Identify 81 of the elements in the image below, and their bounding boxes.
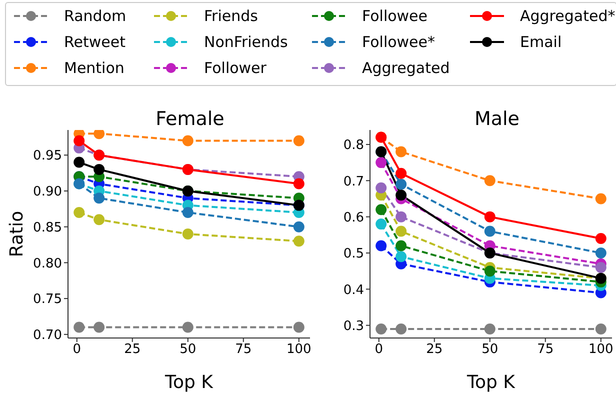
legend-label: Mention: [64, 59, 124, 77]
legend-label: Followee*: [362, 33, 436, 51]
point: [396, 168, 407, 179]
point: [293, 221, 304, 232]
y-tick-label: 0.75: [33, 292, 62, 308]
y-tick-label: 0.4: [343, 282, 364, 298]
x-tick-label: 100: [588, 342, 614, 358]
point: [396, 251, 407, 262]
x-tick-label: 25: [124, 342, 141, 358]
legend-label: Retweet: [64, 33, 126, 51]
point: [74, 206, 85, 218]
point: [94, 214, 105, 226]
x-tick-label: 50: [180, 342, 196, 358]
point: [182, 322, 194, 333]
point: [595, 262, 606, 273]
x-tick-label: 0: [72, 342, 82, 358]
y-tick-label: 0.5: [343, 246, 364, 262]
point: [396, 240, 407, 252]
legend-label: Random: [64, 7, 126, 25]
point: [595, 247, 606, 258]
point: [595, 323, 606, 334]
point: [595, 233, 606, 244]
point: [396, 146, 407, 158]
point: [94, 130, 105, 140]
legend-label: Email: [520, 33, 562, 51]
x-tick-label: 0: [374, 342, 384, 358]
point: [396, 190, 407, 201]
point: [376, 204, 387, 216]
point: [94, 322, 105, 333]
x-tick-label: 50: [482, 342, 498, 358]
point: [182, 228, 194, 240]
legend-label: Aggregated*: [520, 7, 616, 25]
x-axis-title: Top K: [466, 372, 516, 393]
point: [396, 323, 407, 334]
x-tick-label: 25: [426, 342, 443, 358]
legend-label: Friends: [204, 7, 258, 25]
legend-label: NonFriends: [204, 33, 288, 51]
point: [376, 323, 387, 334]
y-tick-label: 0.3: [343, 318, 364, 334]
point: [94, 192, 105, 204]
point: [293, 236, 304, 247]
point: [396, 178, 407, 190]
x-tick-label: 100: [286, 342, 312, 358]
point: [182, 206, 194, 218]
point: [396, 211, 407, 222]
point: [484, 266, 496, 277]
chart-title: Male: [473, 108, 520, 130]
y-tick-label: 0.6: [343, 210, 364, 226]
y-tick-label: 0.95: [33, 148, 62, 164]
y-axis-title: Ratio: [6, 210, 28, 258]
y-tick-label: 0.8: [343, 138, 364, 154]
point: [182, 135, 194, 146]
point: [74, 156, 85, 168]
x-tick-label: 75: [537, 342, 554, 358]
point: [484, 211, 496, 222]
x-tick-label: 75: [235, 342, 252, 358]
legend-label: Followee: [362, 7, 428, 25]
y-tick-label: 0.90: [33, 184, 62, 200]
y-tick-label: 0.70: [33, 328, 62, 344]
y-tick-label: 0.80: [33, 256, 62, 272]
point: [74, 322, 85, 333]
y-tick-label: 0.7: [343, 174, 364, 190]
point: [595, 193, 606, 204]
point: [94, 164, 105, 175]
chart-title: Female: [154, 108, 226, 130]
point: [293, 178, 304, 190]
point: [376, 240, 387, 252]
point: [376, 182, 387, 194]
y-tick-label: 0.85: [33, 220, 62, 236]
point: [376, 157, 387, 168]
legend-label: Follower: [204, 59, 266, 77]
point: [484, 226, 496, 237]
point: [74, 135, 85, 146]
point: [293, 322, 304, 333]
legend-label: Aggregated: [362, 59, 450, 77]
point: [484, 323, 496, 334]
point: [376, 218, 387, 230]
x-axis-title: Top K: [164, 372, 214, 393]
point: [293, 135, 304, 146]
point: [484, 175, 496, 186]
point: [396, 226, 407, 237]
